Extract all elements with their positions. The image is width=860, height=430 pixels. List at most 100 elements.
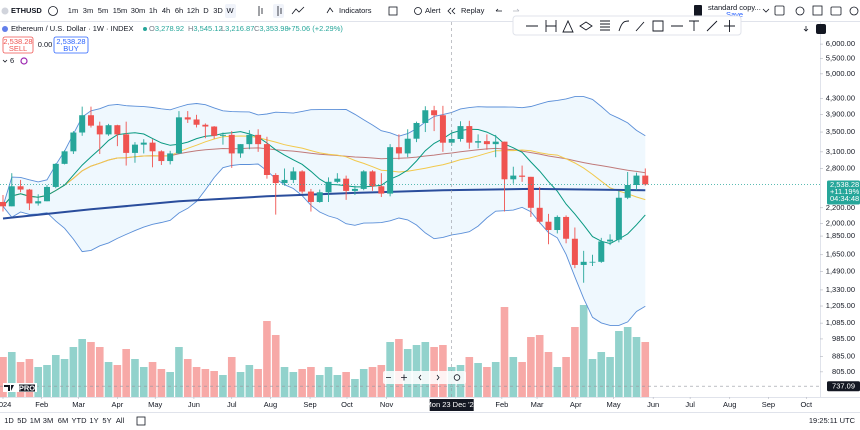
save-label[interactable]: Save [726, 10, 743, 19]
symbol[interactable]: ETHUSD [11, 6, 42, 15]
snapshot-button[interactable] [830, 6, 842, 16]
candle-body [387, 147, 394, 194]
range-button[interactable]: 1D [4, 416, 14, 425]
y-tick-label: 1,205.00 [826, 301, 855, 310]
buy-price[interactable]: 2,538.28 [56, 37, 85, 46]
volume-bar [210, 371, 218, 397]
compare-button[interactable] [48, 6, 58, 16]
sell-button[interactable] [2, 36, 34, 54]
zoom-buttons[interactable] [386, 374, 440, 381]
sell-label[interactable]: SELL [9, 44, 27, 53]
candles-button[interactable] [273, 4, 284, 18]
interval-button[interactable]: 1h [149, 6, 157, 15]
x-tick-label: Sep [762, 400, 775, 409]
candle-body [105, 125, 112, 135]
x-tick-label: Mar [72, 400, 85, 409]
volume-bar [298, 369, 306, 397]
drawing-toolbar-bg [512, 15, 742, 36]
redo-button[interactable] [513, 8, 520, 12]
buy-label[interactable]: BUY [63, 44, 78, 53]
volume-bar [491, 362, 500, 397]
settings-button[interactable] [795, 6, 805, 16]
chart-type-icon[interactable] [258, 6, 282, 16]
volume-controls [383, 371, 466, 384]
range-button[interactable]: 5D [17, 416, 27, 425]
drawing-tools-icons[interactable] [526, 19, 735, 33]
candle-body [175, 117, 182, 154]
reset-button[interactable] [453, 374, 461, 381]
x-tick-label: Jun [647, 400, 659, 409]
alert-icon[interactable] [414, 7, 422, 15]
candle-body [255, 134, 262, 145]
range-button[interactable]: 3M [43, 416, 53, 425]
replay-icon[interactable] [447, 7, 456, 15]
range-button[interactable]: YTD [72, 416, 88, 425]
indicators-toggle[interactable] [2, 59, 8, 63]
y-tick-label: 1,850.00 [826, 231, 855, 240]
volume-bar [465, 357, 474, 397]
candle-body [52, 163, 59, 187]
range-button[interactable]: 6M [58, 416, 68, 425]
legend-title: Ethereum / U.S. Dollar · 1W · INDEX [11, 24, 134, 33]
interval-button[interactable]: 5m [98, 6, 108, 15]
interval-button[interactable]: 6h [175, 6, 183, 15]
range-button[interactable]: 1Y [89, 416, 98, 425]
buy-button[interactable] [53, 36, 89, 54]
publish-button[interactable] [849, 6, 859, 16]
volume-bar [535, 335, 544, 397]
symbol-search-icon[interactable] [1, 7, 9, 15]
candle-body [43, 186, 50, 202]
layout-select[interactable] [774, 5, 785, 16]
alert-button[interactable]: Alert [425, 6, 441, 15]
interval-button[interactable]: W [226, 6, 234, 15]
indicator-icon[interactable] [20, 57, 28, 65]
scale-button[interactable] [816, 24, 826, 34]
interval-button[interactable]: 1m [68, 6, 78, 15]
x-tick-label: Feb [495, 400, 508, 409]
scale-arrow[interactable] [803, 26, 809, 32]
replay-button[interactable]: Replay [461, 6, 485, 15]
candle-body [457, 126, 464, 139]
x-tick-label: Jun [188, 400, 200, 409]
candle-body [615, 197, 622, 240]
volume-bar [157, 369, 166, 397]
line-type-icon[interactable] [291, 6, 305, 15]
ohlc-value: 3,278.92 [155, 24, 184, 33]
ohlc-key: O [149, 24, 155, 33]
volume-bar [324, 367, 333, 397]
legend-ohlc: L3,216.87 [221, 24, 254, 33]
ohlc-key: L [221, 24, 225, 33]
candle-body [263, 144, 270, 175]
candle-body [307, 191, 314, 202]
volume-bar [527, 337, 535, 397]
range-button[interactable]: 5Y [102, 416, 111, 425]
interval-button[interactable]: 4h [162, 6, 170, 15]
interval-button[interactable]: 12h [187, 6, 200, 15]
undo-button[interactable] [495, 8, 502, 12]
sell-price[interactable]: 2,538.28 [3, 37, 32, 46]
interval-button[interactable]: 3m [83, 6, 93, 15]
interval-button[interactable]: D [203, 6, 209, 15]
candle-body [519, 175, 526, 177]
indicators-button[interactable]: Indicators [339, 6, 372, 15]
indicators-icon[interactable] [326, 7, 334, 14]
range-button[interactable]: All [116, 416, 125, 425]
volume-bar [544, 352, 553, 397]
layout-menu[interactable] [762, 8, 770, 13]
fullscreen-button[interactable] [812, 5, 823, 16]
range-button[interactable]: 1M [30, 416, 40, 425]
candle-body [563, 216, 570, 239]
interval-button[interactable]: 15m [113, 6, 128, 15]
volume-bar [95, 347, 104, 397]
interval-button[interactable]: 30m [131, 6, 146, 15]
templates-button[interactable] [388, 6, 398, 16]
interval-button[interactable]: 3D [213, 6, 223, 15]
layout-icon[interactable] [694, 5, 702, 16]
y-tick-label: 1,085.00 [826, 318, 855, 327]
layout-name[interactable]: standard copy... [708, 3, 761, 12]
date-range-button[interactable] [136, 416, 146, 426]
last-price-tag [827, 180, 860, 205]
crosshair-x-label: Mon 23 Dec '24 [426, 400, 478, 409]
candle-body [17, 186, 24, 190]
